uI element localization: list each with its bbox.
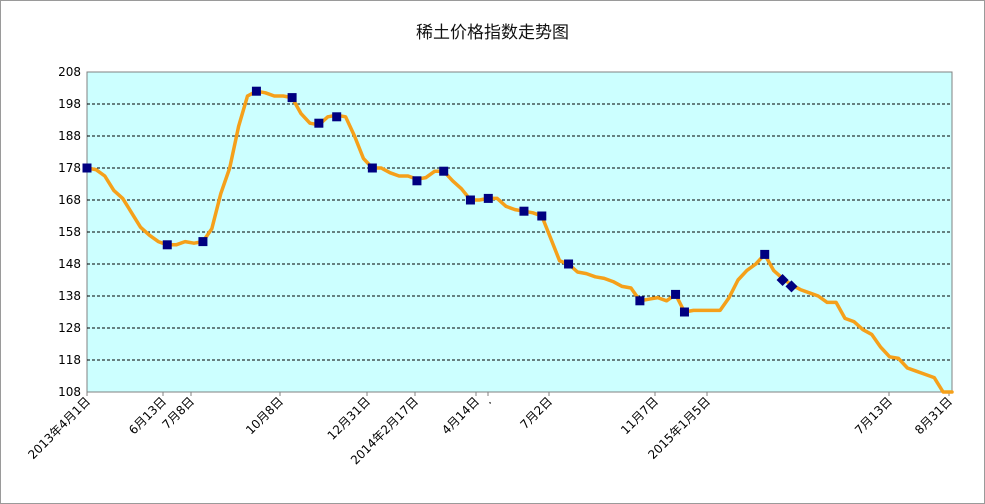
x-tick-label: . [482,394,495,407]
x-tick-label: 2013年4月1日 [25,394,93,462]
data-point-marker [162,240,172,250]
data-point-marker [251,86,261,96]
x-tick-label: 6月13日 [126,394,169,437]
y-tick-label: 188 [58,129,81,143]
chart-title: 稀土价格指数走势图 [416,23,569,43]
data-point-marker [519,206,529,216]
data-point-marker [287,93,297,103]
data-point-marker [439,166,449,176]
data-point-marker [412,176,422,186]
y-tick-label: 128 [58,321,81,335]
data-point-marker [671,289,681,299]
x-tick-label: 4月14日 [439,394,482,437]
x-tick-label: 12月31日 [325,394,373,442]
x-tick-label: 8月31日 [912,394,955,437]
data-point-marker [483,193,493,203]
y-tick-label: 148 [58,257,81,271]
data-point-marker [635,296,645,306]
data-point-marker [367,163,377,173]
data-point-marker [82,163,92,173]
x-tick-label: 10月8日 [243,394,286,437]
x-tick-label: 11月7日 [618,394,661,437]
x-tick-label: 7月13日 [852,394,895,437]
y-tick-label: 158 [58,225,81,239]
y-tick-label: 118 [58,353,81,367]
data-point-marker [760,249,770,259]
y-tick-label: 108 [58,385,81,399]
data-point-marker [198,237,208,247]
data-point-marker [785,280,798,293]
y-tick-label: 178 [58,161,81,175]
x-tick-label: 7月8日 [159,394,197,432]
data-point-marker [465,195,475,205]
data-point-marker [564,259,574,269]
data-point-marker [679,307,689,317]
y-tick-label: 138 [58,289,81,303]
y-tick-label: 198 [58,97,81,111]
x-tick-label: 7月2日 [517,394,555,432]
data-point-marker [776,274,789,286]
data-point-marker [537,211,547,221]
data-point-marker [332,112,342,122]
y-tick-label: 168 [58,193,81,207]
data-point-marker [314,118,324,128]
y-tick-label: 208 [58,65,81,79]
